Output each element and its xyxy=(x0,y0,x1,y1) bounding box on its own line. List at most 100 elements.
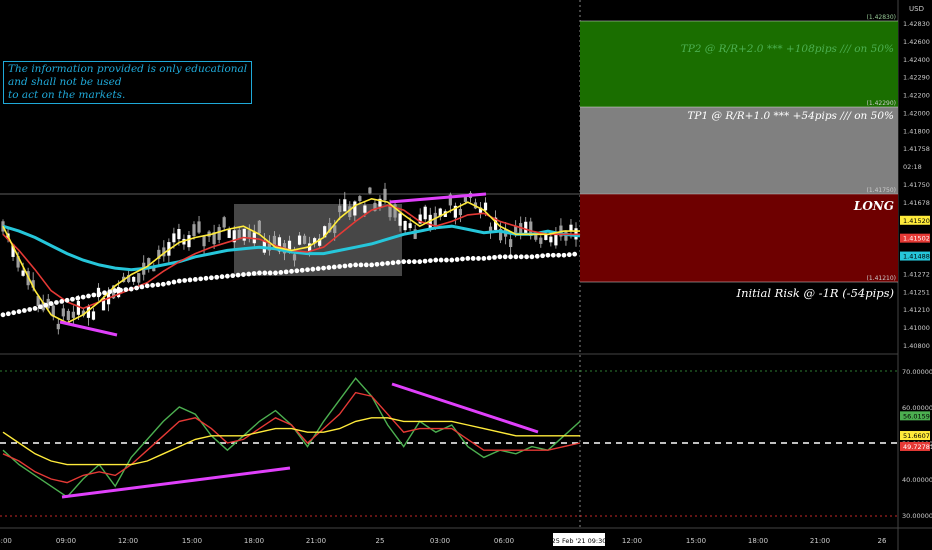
candle-body[interactable] xyxy=(549,236,553,243)
candle-body[interactable] xyxy=(413,229,417,239)
candle-body[interactable] xyxy=(71,311,75,318)
candle-body[interactable] xyxy=(66,310,70,321)
candle-body[interactable] xyxy=(287,240,292,251)
candle-body[interactable] xyxy=(302,235,307,244)
candle-body[interactable] xyxy=(61,308,65,317)
candle-body[interactable] xyxy=(137,273,141,283)
candle-body[interactable] xyxy=(237,229,241,239)
candle-body[interactable] xyxy=(117,287,121,298)
candle-body[interactable] xyxy=(363,205,367,213)
candle-body[interactable] xyxy=(187,235,191,248)
candle-body[interactable] xyxy=(478,207,483,213)
candle-body[interactable] xyxy=(343,199,347,212)
candle-body[interactable] xyxy=(16,256,20,268)
candle-body[interactable] xyxy=(569,224,573,232)
candle-body[interactable] xyxy=(267,242,271,251)
candle-body[interactable] xyxy=(368,187,372,194)
candle-body[interactable] xyxy=(408,223,412,229)
candle-body[interactable] xyxy=(348,206,352,218)
candle-body[interactable] xyxy=(197,221,201,233)
candle-body[interactable] xyxy=(483,202,488,211)
candle-body[interactable] xyxy=(418,214,422,224)
candle-body[interactable] xyxy=(101,297,106,311)
candle-body[interactable] xyxy=(292,254,297,261)
candle-body[interactable] xyxy=(41,302,45,311)
candle-body[interactable] xyxy=(534,233,538,240)
candle-body[interactable] xyxy=(333,225,337,234)
candle-body[interactable] xyxy=(76,301,80,315)
candle-body[interactable] xyxy=(202,236,206,247)
candle-body[interactable] xyxy=(147,258,151,266)
candle-body[interactable] xyxy=(328,222,332,233)
oscillator-axis[interactable]: 70.0000060.0000050.0000040.0000030.00000… xyxy=(900,368,932,520)
candle-body[interactable] xyxy=(36,295,40,306)
candle-body[interactable] xyxy=(177,229,181,240)
candle-body[interactable] xyxy=(157,249,161,259)
candle-body[interactable] xyxy=(358,196,362,202)
candle-body[interactable] xyxy=(393,204,397,218)
candle-body[interactable] xyxy=(423,206,427,220)
time-axis[interactable]: 6:00 09:00 12:00 15:00 18:00 21:00 25 03:00 06:0… xyxy=(0,533,887,546)
candle-body[interactable] xyxy=(172,233,176,243)
candle-body[interactable] xyxy=(217,227,221,240)
candle-body[interactable] xyxy=(227,229,231,238)
candle-body[interactable] xyxy=(222,217,226,228)
candle-body[interactable] xyxy=(398,213,402,226)
candle-body[interactable] xyxy=(272,235,277,248)
candle-body[interactable] xyxy=(127,275,131,283)
candle-body[interactable] xyxy=(448,194,452,206)
price-trendline-high[interactable] xyxy=(389,192,487,204)
candle-body[interactable] xyxy=(91,311,96,320)
candle-body[interactable] xyxy=(323,226,327,238)
candle-body[interactable] xyxy=(56,323,60,330)
candle-body[interactable] xyxy=(318,238,322,246)
candle-body[interactable] xyxy=(539,237,543,244)
candle-body[interactable] xyxy=(247,230,251,239)
candle-body[interactable] xyxy=(308,243,312,252)
osc-trendline-low[interactable] xyxy=(61,466,291,499)
candle-body[interactable] xyxy=(438,208,442,217)
candle-body[interactable] xyxy=(86,306,91,318)
candle-body[interactable] xyxy=(212,232,216,245)
tp2-zone[interactable] xyxy=(580,21,898,107)
candle-body[interactable] xyxy=(232,230,236,243)
candle-body[interactable] xyxy=(46,298,50,309)
candle-body[interactable] xyxy=(493,217,498,230)
candle-body[interactable] xyxy=(297,235,302,245)
price-axis[interactable]: USD 1.42830 1.42600 1.42400 1.42290 1.42200 1.… xyxy=(900,5,930,350)
candle-body[interactable] xyxy=(453,205,457,218)
candle-body[interactable] xyxy=(554,234,558,246)
candle-body[interactable] xyxy=(383,188,387,201)
candle-body[interactable] xyxy=(509,239,513,248)
candle-body[interactable] xyxy=(353,201,357,216)
candle-body[interactable] xyxy=(313,238,317,244)
candle-body[interactable] xyxy=(152,265,156,272)
candle-body[interactable] xyxy=(338,205,342,213)
candle-body[interactable] xyxy=(458,208,462,216)
candle-body[interactable] xyxy=(257,220,261,234)
candle-body[interactable] xyxy=(21,270,25,276)
candle-body[interactable] xyxy=(388,204,392,218)
candle-body[interactable] xyxy=(524,221,528,234)
candle-body[interactable] xyxy=(463,197,468,202)
candle-body[interactable] xyxy=(51,305,55,317)
candle-body[interactable] xyxy=(514,225,518,233)
candle-body[interactable] xyxy=(192,224,196,237)
candle-body[interactable] xyxy=(162,247,166,257)
candle-body[interactable] xyxy=(81,310,86,316)
candle-body[interactable] xyxy=(544,234,548,240)
candle-body[interactable] xyxy=(11,244,15,257)
candle-body[interactable] xyxy=(132,276,136,282)
candle-body[interactable] xyxy=(488,226,493,233)
price-trendline-low[interactable] xyxy=(59,320,118,337)
candle-body[interactable] xyxy=(403,220,407,231)
candle-body[interactable] xyxy=(373,202,377,211)
candle-body[interactable] xyxy=(277,237,282,252)
candle-body[interactable] xyxy=(242,228,246,241)
candle-body[interactable] xyxy=(378,198,382,207)
candle-body[interactable] xyxy=(31,280,35,288)
tp1-zone[interactable] xyxy=(580,107,898,194)
risk-zone[interactable] xyxy=(580,194,898,282)
osc-trendline-high[interactable] xyxy=(391,382,539,434)
